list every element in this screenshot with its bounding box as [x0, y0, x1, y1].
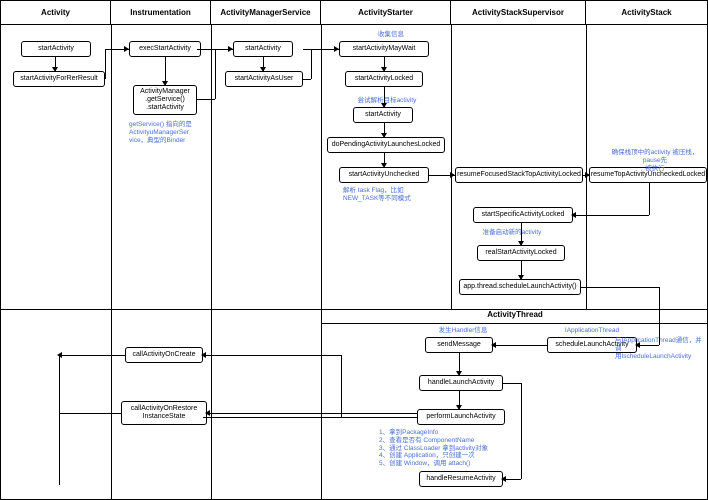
node-execstartactivity: execStartActivity: [129, 41, 201, 57]
node-startspecificactivitylocked: startSpecificActivityLocked: [473, 207, 573, 223]
diagram-canvas: Activity Instrumentation ActivityManager…: [0, 0, 708, 500]
note-getservice: getService() 指向的是 ActivityuManagerSer vi…: [129, 121, 209, 144]
node-dopendingactivitylauncheslocked: doPendingActivityLaunchesLocked: [327, 137, 445, 153]
node-callactivityonrestoreinstancestate: callActivityOnRestore InstanceState: [121, 401, 207, 425]
node-resumefocusedstacktopactivitylocked: resumeFocusedStackTopActivityLocked: [455, 167, 583, 183]
node-startactivity2: startActivity: [233, 41, 293, 57]
col-activitystack: ActivityStack: [586, 1, 707, 25]
node-startactivity3: startActivity: [353, 107, 413, 123]
col-activitystacksupervisor: ActivityStackSupervisor: [451, 1, 586, 25]
note-communicate: 与IApplicationThread通信，并调 用IscheduleLaunc…: [615, 337, 707, 360]
node-handleresumeactivity: handleResumeActivity: [419, 471, 503, 487]
node-startactivitymaywait: startActivityMayWait: [339, 41, 429, 57]
node-appthreadschedulelaunchactivity: app.thread.scheduleLaunchActivity(): [459, 279, 581, 295]
col-activitystarter: ActivityStarter: [321, 1, 451, 25]
note-prepare: 准备启动新的activity: [477, 229, 547, 237]
note-iapplicationthread: IApplicationThread: [555, 327, 629, 335]
node-realstartactivitylocked: realStartActivityLocked: [477, 245, 565, 261]
note-task-flag: 解析 task Flag，比如 NEW_TASK等不同模式: [343, 187, 423, 203]
col-activitymanagerservice: ActivityManagerService: [211, 1, 321, 25]
activity-thread-header: ActivityThread: [321, 310, 708, 319]
node-startactivityunchecked: startActivityUnchecked: [339, 167, 429, 183]
node-startactivitylocked: startActivityLocked: [345, 71, 423, 87]
col-activity: Activity: [1, 1, 111, 25]
node-handlelaunchactivity: handleLaunchActivity: [419, 375, 503, 391]
note-handler: 发生Handler信息: [433, 327, 493, 335]
node-performlaunchactivity: performLaunchActivity: [417, 409, 505, 425]
note-collect: 收集信息: [371, 31, 411, 39]
node-sendmessage: sendMessage: [425, 337, 493, 353]
note-parse-target: 尝试解析目标activity: [357, 97, 417, 105]
node-startactivityforrerresult: startActivityForRerResult: [13, 71, 105, 87]
node-callactivityoncreate: callActivityOnCreate: [125, 347, 203, 363]
node-startactivity1: startActivity: [21, 41, 91, 57]
node-startactivityasuser: startActivityAsUser: [225, 71, 303, 87]
node-activitymanager: ActivityManager .getService() .startActi…: [133, 85, 197, 115]
note-steps: 1、拿到PackageInfo 2、查看是否有 ComponentName 3、…: [379, 429, 499, 468]
note-pause: 确保栈顶中的activity 被压栈，pause先 被执行: [605, 149, 705, 172]
col-instrumentation: Instrumentation: [111, 1, 211, 25]
